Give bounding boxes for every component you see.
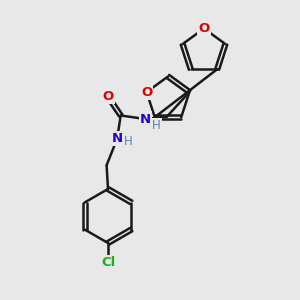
Text: N: N: [112, 132, 123, 145]
Text: N: N: [140, 112, 151, 125]
Text: O: O: [198, 22, 210, 35]
Text: O: O: [141, 85, 152, 98]
Text: O: O: [103, 90, 114, 103]
Text: H: H: [124, 135, 133, 148]
Text: H: H: [152, 119, 161, 132]
Text: Cl: Cl: [101, 256, 115, 269]
